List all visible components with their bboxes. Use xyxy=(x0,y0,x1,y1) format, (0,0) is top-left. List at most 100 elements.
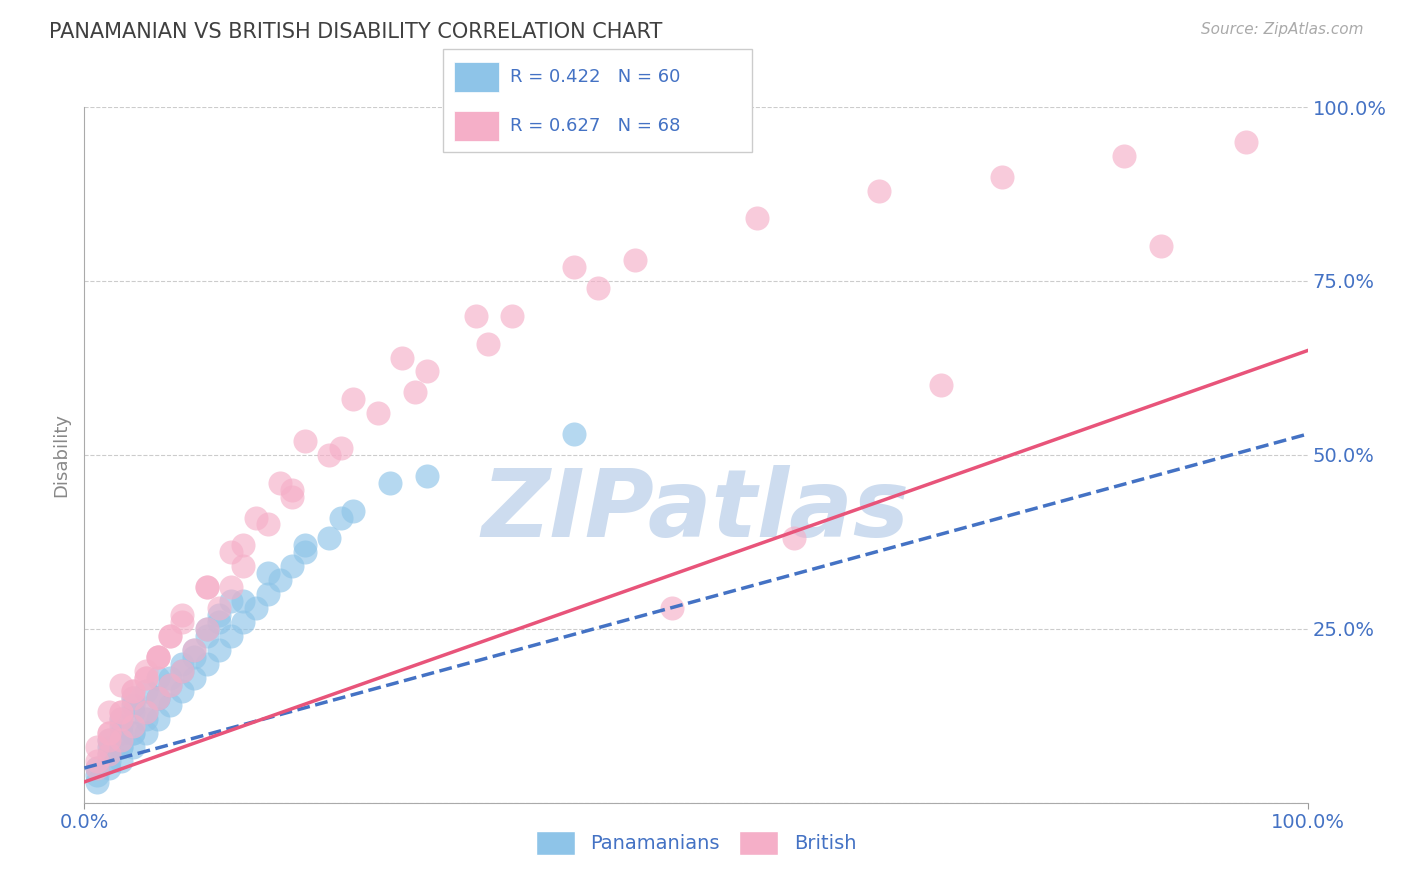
Point xyxy=(135,671,157,685)
Point xyxy=(122,719,145,733)
Point xyxy=(477,336,499,351)
Point xyxy=(232,594,254,608)
Point xyxy=(562,427,585,442)
Point xyxy=(342,392,364,407)
Point xyxy=(929,378,952,392)
Point xyxy=(146,691,169,706)
Point xyxy=(146,712,169,726)
Point xyxy=(122,706,145,720)
Point xyxy=(86,761,108,775)
Point xyxy=(135,726,157,740)
Point xyxy=(135,671,157,685)
Point xyxy=(122,698,145,713)
Point xyxy=(159,629,181,643)
Point xyxy=(159,629,181,643)
Point xyxy=(294,434,316,448)
Point xyxy=(97,733,120,747)
Point xyxy=(318,532,340,546)
Point xyxy=(172,607,194,622)
Point xyxy=(172,664,194,678)
Point xyxy=(110,712,132,726)
Point xyxy=(86,761,108,775)
Point xyxy=(122,691,145,706)
Point xyxy=(208,607,231,622)
Point xyxy=(391,351,413,365)
Point xyxy=(661,601,683,615)
Point xyxy=(122,691,145,706)
Point xyxy=(172,615,194,629)
Point xyxy=(110,706,132,720)
Point xyxy=(416,468,439,483)
Point xyxy=(183,649,205,664)
Point xyxy=(464,309,486,323)
Text: Source: ZipAtlas.com: Source: ZipAtlas.com xyxy=(1201,22,1364,37)
Point xyxy=(86,740,108,755)
Point xyxy=(1150,239,1173,253)
Point xyxy=(1236,135,1258,149)
Point xyxy=(257,517,280,532)
Point xyxy=(269,573,291,587)
Point xyxy=(783,532,806,546)
Point xyxy=(562,260,585,274)
Point xyxy=(159,677,181,691)
Point xyxy=(159,698,181,713)
Point xyxy=(281,483,304,497)
Point xyxy=(232,538,254,552)
Point xyxy=(869,184,891,198)
Point xyxy=(245,601,267,615)
Point xyxy=(97,747,120,761)
Point xyxy=(110,733,132,747)
Point xyxy=(135,664,157,678)
Point xyxy=(110,719,132,733)
Point xyxy=(97,761,120,775)
Point xyxy=(135,684,157,698)
Point xyxy=(416,364,439,378)
Point xyxy=(146,691,169,706)
Point xyxy=(86,754,108,768)
Point xyxy=(97,706,120,720)
Point xyxy=(135,706,157,720)
Point xyxy=(122,726,145,740)
Point xyxy=(208,615,231,629)
Point xyxy=(110,706,132,720)
Point xyxy=(219,580,242,594)
Point xyxy=(183,642,205,657)
Point xyxy=(330,441,353,455)
Point xyxy=(195,629,218,643)
Point xyxy=(380,475,402,490)
Point xyxy=(146,691,169,706)
Point xyxy=(502,309,524,323)
Point xyxy=(195,622,218,636)
Point xyxy=(342,503,364,517)
Point xyxy=(367,406,389,420)
Point xyxy=(97,726,120,740)
Point xyxy=(172,664,194,678)
Point xyxy=(294,545,316,559)
Point xyxy=(172,657,194,671)
Point xyxy=(110,740,132,755)
Point xyxy=(281,559,304,574)
Point xyxy=(195,657,218,671)
Point xyxy=(257,587,280,601)
Point xyxy=(232,559,254,574)
Legend: Panamanians, British: Panamanians, British xyxy=(529,823,863,863)
Point xyxy=(404,385,426,400)
Point xyxy=(195,580,218,594)
Point xyxy=(183,642,205,657)
Point xyxy=(110,726,132,740)
Point xyxy=(146,671,169,685)
Point xyxy=(747,211,769,226)
Point xyxy=(318,448,340,462)
Point xyxy=(991,169,1014,184)
Point xyxy=(624,253,647,268)
Point xyxy=(208,601,231,615)
Point xyxy=(110,754,132,768)
Point xyxy=(195,622,218,636)
Point xyxy=(330,510,353,524)
Point xyxy=(97,740,120,755)
Point xyxy=(122,726,145,740)
Point xyxy=(281,490,304,504)
Point xyxy=(97,754,120,768)
Text: ZIPatlas: ZIPatlas xyxy=(482,465,910,557)
Point xyxy=(86,775,108,789)
